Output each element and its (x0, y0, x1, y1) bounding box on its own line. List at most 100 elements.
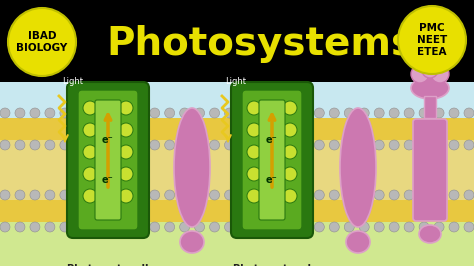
Text: IBAD
BIOLOGY: IBAD BIOLOGY (17, 31, 68, 53)
Circle shape (464, 190, 474, 200)
Circle shape (314, 190, 324, 200)
Circle shape (374, 140, 384, 150)
Text: Light: Light (225, 77, 246, 86)
Circle shape (90, 140, 100, 150)
Ellipse shape (411, 65, 429, 83)
Circle shape (8, 8, 76, 76)
Circle shape (15, 108, 25, 118)
Circle shape (329, 108, 339, 118)
Circle shape (180, 222, 190, 232)
Circle shape (284, 108, 294, 118)
Text: Photosystem II
(P680): Photosystem II (P680) (67, 264, 149, 266)
Circle shape (45, 190, 55, 200)
Ellipse shape (419, 225, 441, 243)
Circle shape (164, 190, 174, 200)
Circle shape (225, 190, 235, 200)
Circle shape (90, 222, 100, 232)
Circle shape (75, 140, 85, 150)
Circle shape (119, 101, 133, 115)
Bar (0, 0, 474, 82)
Bar (0, 118, 474, 222)
Circle shape (419, 108, 429, 118)
Circle shape (359, 108, 369, 118)
Circle shape (45, 222, 55, 232)
Circle shape (434, 222, 444, 232)
Circle shape (150, 222, 160, 232)
Circle shape (45, 140, 55, 150)
Circle shape (344, 140, 354, 150)
Text: Photosystem I
(P700): Photosystem I (P700) (233, 264, 311, 266)
Circle shape (344, 190, 354, 200)
Circle shape (389, 190, 399, 200)
FancyBboxPatch shape (413, 119, 447, 221)
Circle shape (419, 190, 429, 200)
Circle shape (15, 190, 25, 200)
Circle shape (30, 140, 40, 150)
Circle shape (83, 167, 97, 181)
Circle shape (398, 6, 466, 74)
Circle shape (105, 108, 115, 118)
Ellipse shape (431, 65, 449, 83)
Circle shape (225, 222, 235, 232)
Circle shape (135, 222, 145, 232)
Circle shape (329, 190, 339, 200)
Bar (424, 96, 436, 118)
Circle shape (119, 145, 133, 159)
Circle shape (239, 140, 249, 150)
Circle shape (449, 108, 459, 118)
Circle shape (75, 190, 85, 200)
Circle shape (389, 108, 399, 118)
Circle shape (135, 108, 145, 118)
Circle shape (239, 108, 249, 118)
Circle shape (119, 123, 133, 137)
Circle shape (0, 108, 10, 118)
Circle shape (45, 108, 55, 118)
Circle shape (195, 108, 205, 118)
Circle shape (434, 190, 444, 200)
Text: Photosystems: Photosystems (106, 25, 414, 63)
FancyBboxPatch shape (67, 82, 149, 238)
Circle shape (344, 108, 354, 118)
Circle shape (30, 190, 40, 200)
Circle shape (210, 190, 219, 200)
Circle shape (404, 108, 414, 118)
Circle shape (120, 108, 130, 118)
Circle shape (150, 108, 160, 118)
Circle shape (449, 222, 459, 232)
Circle shape (60, 140, 70, 150)
Circle shape (359, 140, 369, 150)
Circle shape (60, 108, 70, 118)
Circle shape (180, 190, 190, 200)
Circle shape (434, 140, 444, 150)
Text: e⁻: e⁻ (102, 175, 114, 185)
Circle shape (283, 123, 297, 137)
Bar (0, 118, 474, 140)
Circle shape (284, 190, 294, 200)
Circle shape (225, 108, 235, 118)
Circle shape (195, 190, 205, 200)
Circle shape (239, 190, 249, 200)
Circle shape (269, 108, 279, 118)
Text: PMC
NEET
ETEA: PMC NEET ETEA (417, 23, 447, 57)
Circle shape (195, 222, 205, 232)
Circle shape (83, 101, 97, 115)
Circle shape (180, 140, 190, 150)
Circle shape (83, 123, 97, 137)
Circle shape (464, 108, 474, 118)
Ellipse shape (346, 231, 370, 253)
Circle shape (150, 140, 160, 150)
Circle shape (0, 222, 10, 232)
Circle shape (464, 140, 474, 150)
Circle shape (314, 140, 324, 150)
Circle shape (120, 190, 130, 200)
Circle shape (449, 140, 459, 150)
Circle shape (239, 222, 249, 232)
Circle shape (247, 167, 261, 181)
Circle shape (30, 222, 40, 232)
Circle shape (195, 140, 205, 150)
Circle shape (247, 189, 261, 203)
Circle shape (119, 189, 133, 203)
FancyBboxPatch shape (259, 100, 285, 220)
Circle shape (283, 167, 297, 181)
Circle shape (247, 123, 261, 137)
